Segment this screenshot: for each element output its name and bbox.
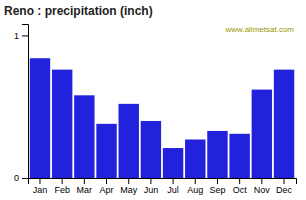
- x-tick: May: [120, 178, 138, 195]
- x-tick-mark: [106, 178, 107, 184]
- chart: JanFebMarAprMayJunJulAugSepOctNovDec01ww…: [0, 0, 306, 200]
- x-tick-label: Aug: [187, 185, 203, 195]
- x-axis: Jan Feb Mar Apr May Jun Jul Aug Sep Oct Nov Dec: [29, 178, 297, 195]
- bar: [252, 90, 272, 178]
- bar: [229, 134, 249, 178]
- y-tick-label: 1: [14, 31, 19, 41]
- x-tick-mark: [128, 178, 129, 184]
- bar: [30, 58, 50, 178]
- x-tick: Mar: [77, 178, 93, 195]
- x-tick-label: Mar: [77, 185, 93, 195]
- x-tick-mark: [173, 178, 174, 184]
- y-tick: 1: [14, 31, 28, 41]
- watermark: www.allmetsat.com: [225, 25, 295, 34]
- x-tick-mark: [284, 178, 285, 184]
- x-tick: Apr: [100, 178, 114, 195]
- x-tick-mark: [150, 178, 151, 184]
- x-tick: Feb: [54, 178, 70, 195]
- x-tick: Jun: [144, 178, 159, 195]
- x-tick-label: Dec: [276, 185, 293, 195]
- x-tick-mark: [239, 178, 240, 184]
- x-tick-label: Apr: [100, 185, 114, 195]
- x-tick-label: Jun: [144, 185, 159, 195]
- x-tick-label: Jul: [167, 185, 179, 195]
- x-tick-mark: [84, 178, 85, 184]
- plot: JanFebMarAprMayJunJulAugSepOctNovDec01ww…: [14, 25, 297, 196]
- x-tick-label: Nov: [254, 185, 271, 195]
- y-tick: 0: [14, 173, 28, 183]
- x-tick-label: Sep: [209, 185, 225, 195]
- x-tick-label: Jan: [33, 185, 48, 195]
- x-tick-mark: [62, 178, 63, 184]
- y-axis: 01: [14, 25, 29, 184]
- bar: [96, 124, 116, 178]
- x-tick-mark: [261, 178, 262, 184]
- bar: [74, 95, 94, 178]
- y-axis-line: [22, 25, 29, 179]
- bar: [185, 140, 205, 179]
- x-tick-label: May: [120, 185, 138, 195]
- bar: [163, 148, 183, 178]
- x-tick: Dec: [276, 178, 293, 195]
- y-tick-mark: [22, 35, 28, 36]
- x-tick-label: Oct: [233, 185, 248, 195]
- x-tick: Sep: [209, 178, 225, 195]
- x-tick-label: Feb: [54, 185, 70, 195]
- bar: [141, 121, 161, 178]
- x-tick: Jul: [167, 178, 179, 195]
- bar: [52, 70, 72, 178]
- bar: [207, 131, 227, 178]
- x-tick-mark: [39, 178, 40, 184]
- x-tick: Nov: [254, 178, 271, 195]
- y-tick-label: 0: [14, 173, 19, 183]
- x-tick: Jan: [33, 178, 48, 195]
- title: Reno : precipitation (inch): [4, 4, 153, 18]
- y-tick-mark: [22, 178, 28, 179]
- x-tick-mark: [217, 178, 218, 184]
- bar: [119, 104, 139, 178]
- x-tick: Aug: [187, 178, 203, 195]
- x-tick-mark: [195, 178, 196, 184]
- x-tick: Oct: [233, 178, 248, 195]
- bars: [30, 58, 294, 178]
- x-axis-line: [29, 179, 297, 185]
- bar: [274, 70, 294, 178]
